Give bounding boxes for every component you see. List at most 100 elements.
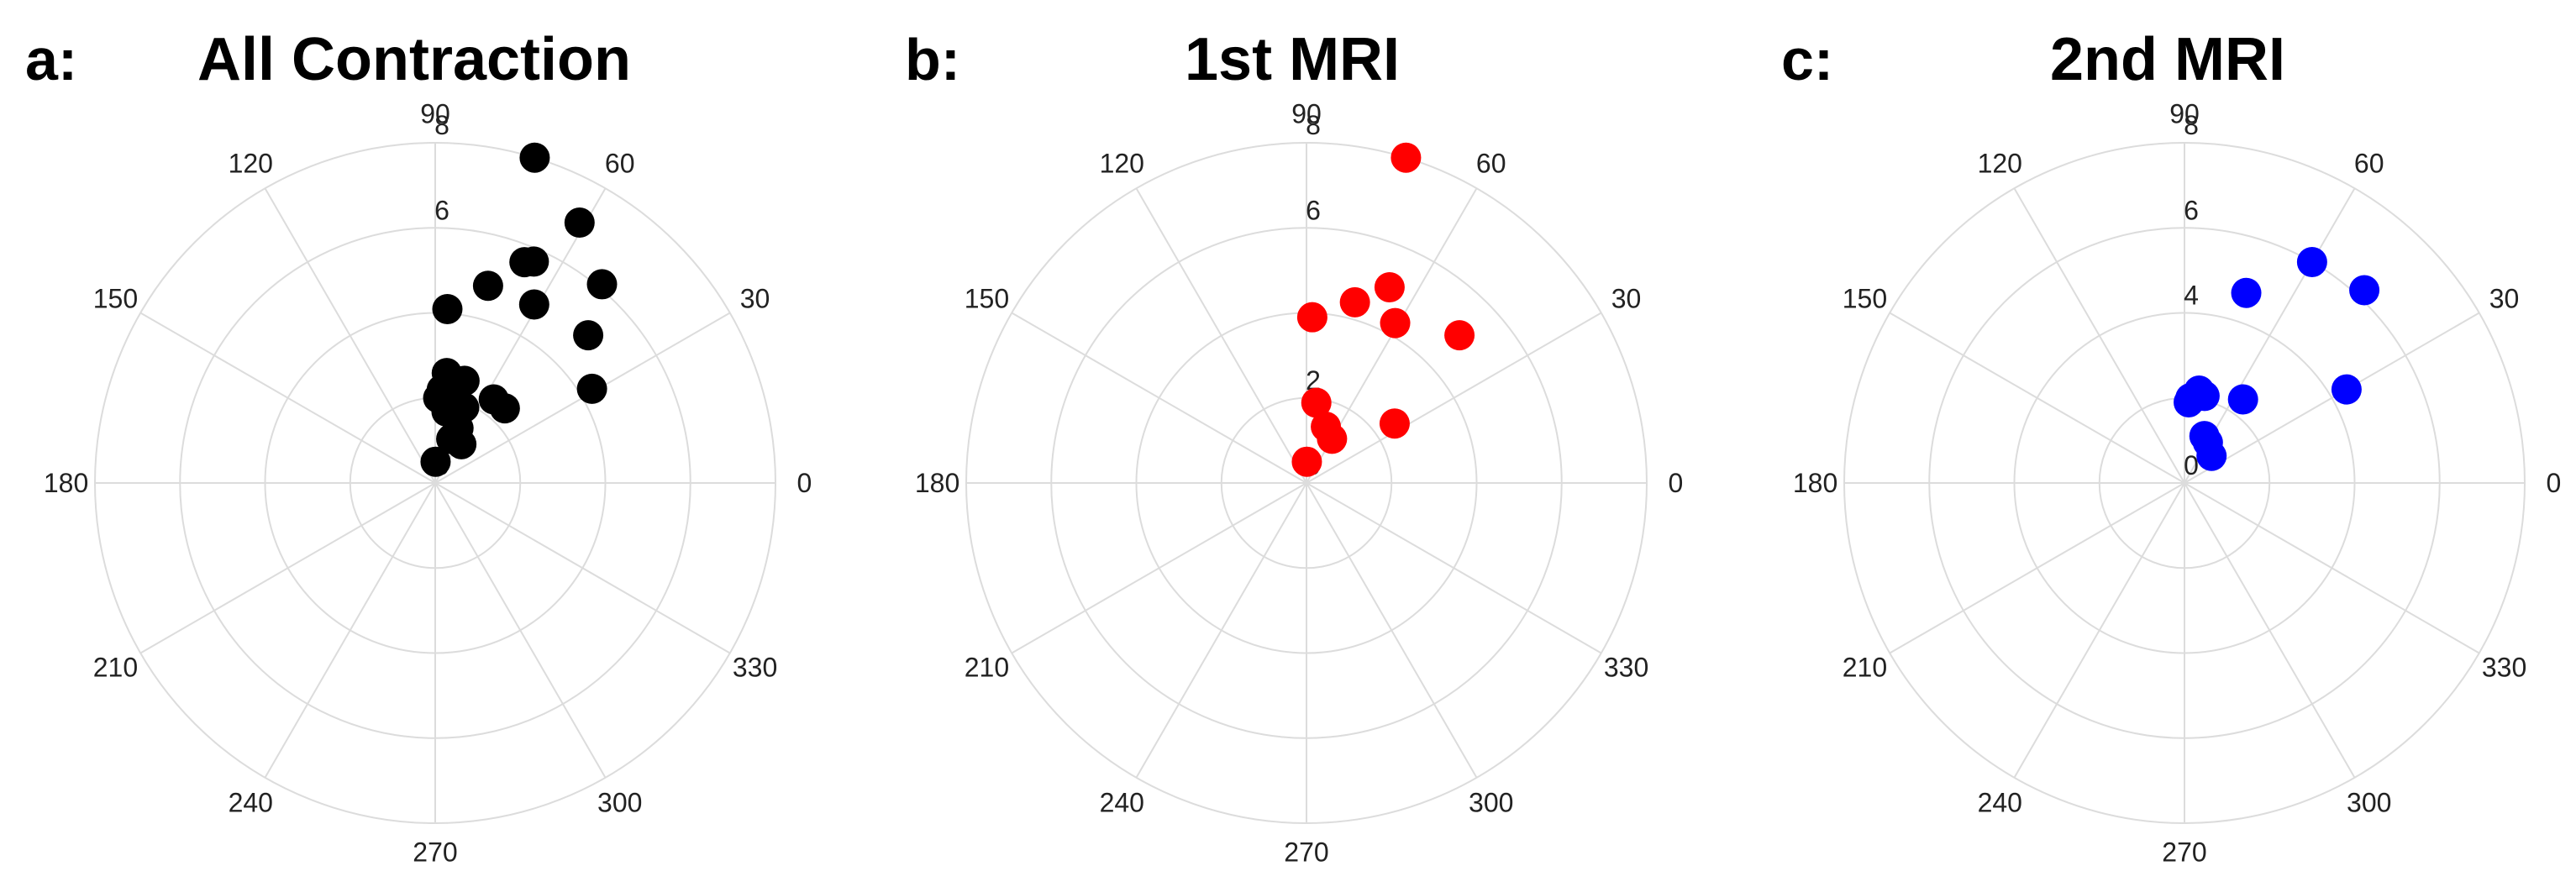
- data-point: [446, 428, 477, 459]
- polar-grid: [965, 142, 1648, 824]
- grid-spoke: [1889, 482, 2185, 654]
- data-point: [519, 142, 550, 173]
- grid-spoke: [139, 312, 436, 484]
- grid-spoke: [1889, 312, 2185, 484]
- angle-tick-label: 120: [1100, 148, 1144, 178]
- angle-tick-label: 300: [2347, 788, 2391, 818]
- grid-spoke: [2013, 482, 2185, 779]
- data-point: [1374, 271, 1405, 302]
- angle-tick-label: 240: [1978, 788, 2022, 818]
- data-point: [2227, 384, 2258, 415]
- angle-tick-label: 90: [2169, 99, 2200, 129]
- grid-spoke: [2184, 482, 2480, 654]
- data-point: [472, 270, 503, 302]
- radial-tick-label: 6: [434, 195, 449, 225]
- grid-spoke: [1011, 312, 1307, 484]
- angle-tick-label: 180: [915, 468, 959, 498]
- angle-tick-label: 300: [597, 788, 642, 818]
- data-point: [2189, 381, 2220, 412]
- angle-tick-label: 90: [420, 99, 450, 129]
- angle-tick-label: 30: [2489, 283, 2520, 313]
- grid-spoke: [139, 482, 436, 654]
- grid-spoke: [2013, 187, 2185, 484]
- grid-spoke: [264, 482, 436, 779]
- grid-spoke: [434, 482, 607, 779]
- grid-spoke: [1306, 482, 1602, 654]
- data-point: [420, 446, 451, 477]
- radial-tick-label: 8: [1306, 110, 1321, 140]
- data-point: [576, 373, 607, 404]
- data-point: [489, 393, 520, 424]
- panel-b: b: 1st MRI 0 30 60 90 120 150 180 210 240 270 300 3…: [905, 26, 1683, 867]
- angle-tick-label: 240: [1100, 788, 1144, 818]
- angle-tick-label: 330: [2482, 653, 2526, 683]
- data-point: [1379, 408, 1410, 439]
- panel-a-title: All Contraction: [197, 26, 631, 93]
- data-point: [518, 289, 549, 320]
- angle-tick-label: 0: [2547, 468, 2562, 498]
- radial-tick-label: 8: [434, 110, 449, 140]
- data-point: [573, 320, 604, 351]
- angle-tick-label: 30: [1611, 283, 1642, 313]
- data-point: [564, 207, 595, 239]
- data-point: [1317, 423, 1348, 454]
- data-point: [431, 358, 462, 389]
- panel-c-letter: c:: [1781, 27, 1833, 92]
- panel-c-title: 2nd MRI: [2050, 26, 2285, 93]
- grid-spoke: [1011, 482, 1307, 654]
- data-point: [432, 293, 463, 324]
- angle-tick-label: 270: [1284, 837, 1328, 867]
- data-point: [586, 269, 618, 300]
- grid-spoke: [434, 482, 731, 654]
- angle-tick-label: 240: [229, 788, 273, 818]
- angle-tick-label: 210: [93, 653, 138, 683]
- angle-tick-label: 180: [44, 468, 88, 498]
- panel-a: a: All Contraction 0 30 60 90 120 150 180 210 24…: [25, 26, 812, 867]
- data-point: [509, 247, 540, 278]
- radial-tick-label: 8: [2184, 110, 2199, 140]
- grid-spoke: [1306, 482, 1478, 779]
- angle-tick-label: 60: [1476, 148, 1506, 178]
- grid-spoke: [1306, 312, 1602, 484]
- radial-tick-label: 6: [1306, 195, 1321, 225]
- radial-tick-label: 4: [2184, 281, 2199, 311]
- angle-tick-label: 120: [1978, 148, 2022, 178]
- data-point: [2196, 440, 2227, 471]
- data-point: [1391, 142, 1422, 173]
- data-point: [2231, 277, 2262, 308]
- angle-tick-label: 90: [1291, 99, 1322, 129]
- angle-tick-label: 150: [965, 283, 1009, 313]
- angle-tick-label: 330: [733, 653, 777, 683]
- angle-tick-label: 210: [965, 653, 1009, 683]
- angle-tick-label: 150: [1843, 283, 1887, 313]
- angle-tick-label: 120: [229, 148, 273, 178]
- data-point: [1380, 307, 1411, 339]
- data-point: [1444, 320, 1475, 351]
- data-point: [1296, 302, 1327, 333]
- grid-spoke: [2184, 482, 2356, 779]
- data-point: [437, 393, 468, 424]
- data-points: [1291, 142, 1475, 477]
- panel-a-letter: a:: [25, 27, 77, 92]
- angle-tick-label: 0: [797, 468, 812, 498]
- radial-tick-label: 6: [2184, 195, 2199, 225]
- angle-tick-label: 30: [740, 283, 770, 313]
- polar-grid: [94, 142, 776, 824]
- angle-tick-label: 270: [413, 837, 457, 867]
- data-point: [2296, 246, 2327, 277]
- grid-spoke: [2184, 312, 2480, 484]
- grid-spoke: [1135, 482, 1307, 779]
- data-point: [2349, 275, 2380, 306]
- radial-tick-label: 0: [2184, 450, 2199, 480]
- angle-tick-label: 300: [1469, 788, 1513, 818]
- grid-spoke: [264, 187, 436, 484]
- angle-tick-label: 150: [93, 283, 138, 313]
- data-point: [1291, 446, 1322, 477]
- angle-tick-label: 330: [1604, 653, 1648, 683]
- panel-b-letter: b:: [905, 27, 960, 92]
- polar-grid: [1843, 142, 2526, 824]
- angle-tick-label: 180: [1793, 468, 1837, 498]
- angle-tick-label: 0: [1669, 468, 1684, 498]
- data-point: [2331, 374, 2362, 405]
